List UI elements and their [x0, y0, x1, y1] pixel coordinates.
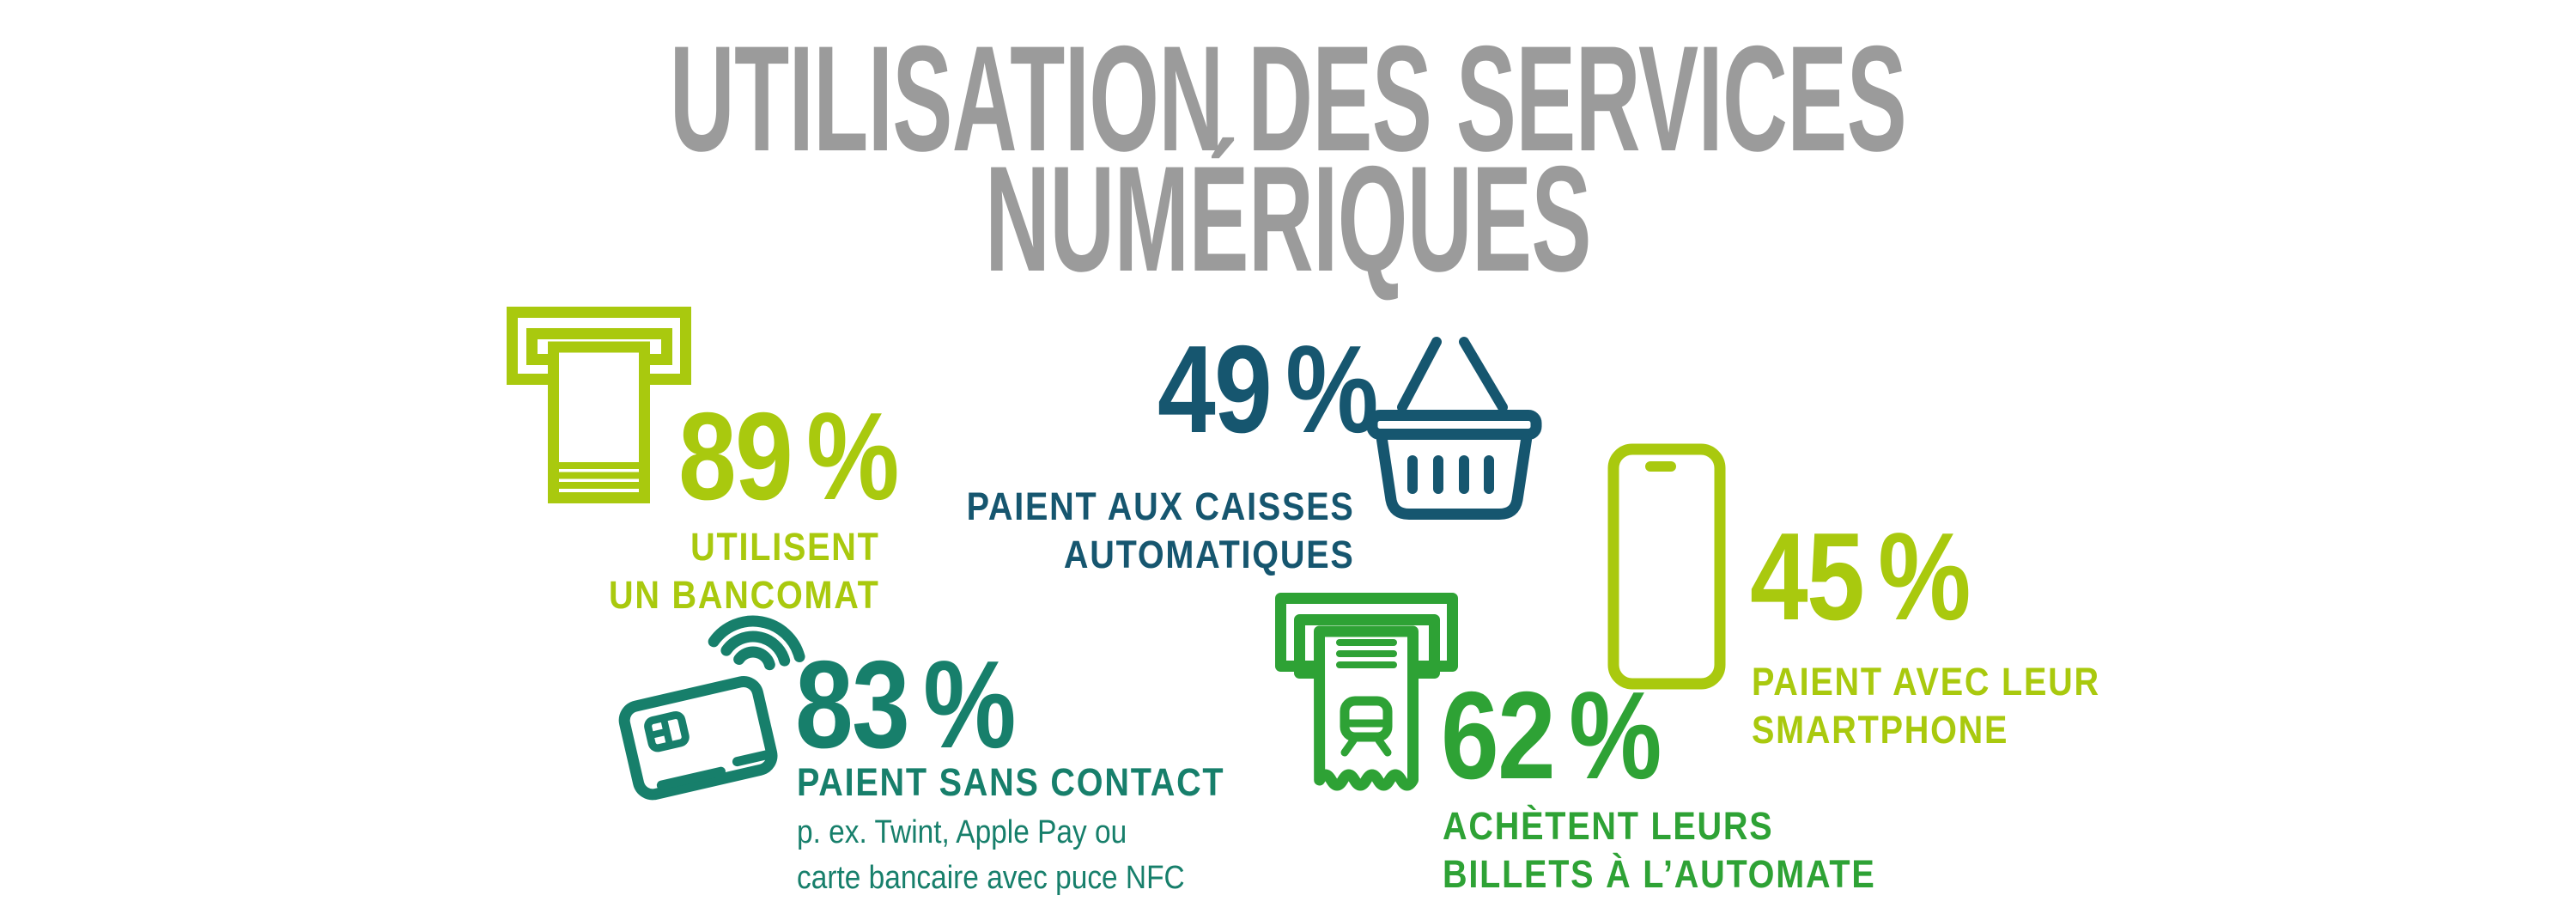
- stat-value-bancomat: 89 %: [678, 387, 899, 526]
- stat-label-line: UTILISENT: [690, 525, 880, 569]
- stat-label-line: BILLETS À L’AUTOMATE: [1443, 852, 1876, 896]
- stat-value-smartphone: 45 %: [1750, 507, 1971, 646]
- stat-label-line: PAIENT AVEC LEUR: [1752, 660, 2100, 704]
- stat-label-line: SMARTPHONE: [1752, 708, 2009, 752]
- stat-sublabel-sans-contact: p. ex. Twint, Apple Pay ou carte bancair…: [797, 810, 1185, 901]
- stat-value-sans-contact: 83 %: [795, 635, 1016, 774]
- stat-label-line: PAIENT SANS CONTACT: [797, 760, 1225, 804]
- shopping-basket-icon: [1366, 337, 1542, 520]
- stat-value-billets: 62 %: [1441, 666, 1662, 805]
- stat-label-caisses: PAIENT AUX CAISSES AUTOMATIQUES: [967, 483, 1355, 579]
- contactless-card-icon: [618, 615, 805, 801]
- stat-value-caisses: 49 %: [1157, 320, 1378, 459]
- smartphone-icon: [1607, 443, 1726, 690]
- stat-label-line: UN BANCOMAT: [609, 573, 880, 617]
- stat-label-line: AUTOMATIQUES: [1064, 533, 1355, 576]
- stat-label-sans-contact: PAIENT SANS CONTACT: [797, 759, 1224, 807]
- atm-cash-icon: CHF: [507, 307, 691, 503]
- train-icon: [1340, 696, 1393, 757]
- stat-label-billets: ACHÈTENT LEURS BILLETS À L’AUTOMATE: [1443, 802, 1876, 899]
- stat-label-smartphone: PAIENT AVEC LEUR SMARTPHONE: [1752, 658, 2100, 754]
- stat-label-bancomat: UTILISENT UN BANCOMAT: [609, 523, 880, 619]
- stat-label-line: PAIENT AUX CAISSES: [967, 484, 1355, 528]
- stat-sublabel-line: carte bancaire avec puce NFC: [797, 860, 1185, 896]
- stat-label-line: ACHÈTENT LEURS: [1443, 804, 1774, 848]
- nfc-waves-icon: [708, 615, 805, 671]
- page-title-line-2: NUMÉRIQUES: [985, 136, 1591, 303]
- ticket-machine-icon: [1275, 593, 1458, 791]
- stat-sublabel-line: p. ex. Twint, Apple Pay ou: [797, 814, 1127, 850]
- page-title-line-1: UTILISATION DES SERVICES: [669, 15, 1907, 183]
